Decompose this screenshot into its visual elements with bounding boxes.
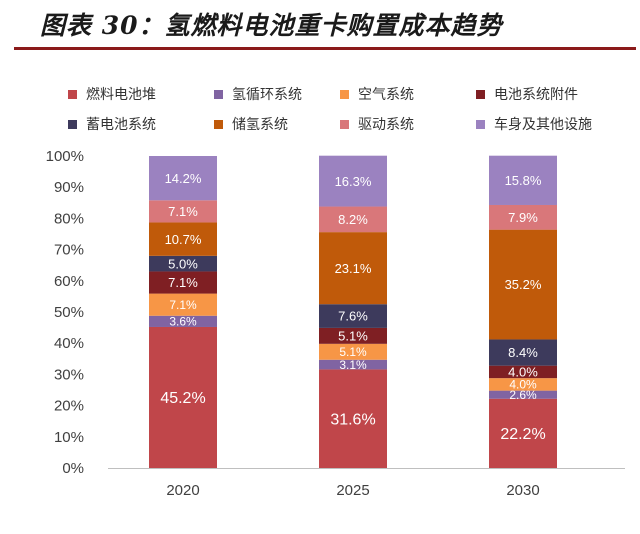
y-axis: 0% 10% 20% 30% 40% 50% 60% 70% 80% 90% 100%: [46, 148, 84, 477]
data-label: 16.3%: [335, 174, 372, 189]
data-label: 15.8%: [505, 173, 542, 188]
data-label: 3.1%: [339, 358, 367, 372]
data-label: 10.7%: [165, 232, 202, 247]
bar-segment: [489, 204, 557, 230]
bar-2030: 22.2%2.6%4.0%4.0%8.4%35.2%7.9%15.8%: [489, 155, 557, 468]
legend-swatch: [68, 90, 77, 99]
data-label: 4.0%: [509, 378, 537, 392]
bar-segment: [319, 327, 387, 344]
bar-segment: [319, 359, 387, 370]
data-label: 45.2%: [160, 390, 205, 407]
legend-label: 储氢系统: [232, 117, 288, 133]
bar-segment: [319, 304, 387, 328]
y-tick-label: 0%: [62, 460, 84, 477]
data-label: 5.1%: [339, 345, 367, 359]
data-label: 5.0%: [168, 256, 198, 271]
bar-segment: [319, 369, 387, 468]
legend-swatch: [476, 120, 485, 129]
bars: 45.2% 3.6% 7.1% 7.1% 5.0% 10.7% 7.1% 14.2% 31.6%…: [149, 155, 557, 468]
legend-swatch: [214, 90, 223, 99]
data-label: 2.6%: [509, 388, 537, 402]
data-label: 8.2%: [338, 212, 368, 227]
y-tick-label: 70%: [54, 242, 84, 259]
legend-swatch: [68, 120, 77, 129]
data-label: 7.1%: [168, 275, 198, 290]
bar-segment: [149, 326, 217, 468]
y-tick-label: 10%: [54, 429, 84, 446]
legend-swatch: [340, 90, 349, 99]
bar-segment: [149, 315, 217, 327]
bar-segment: [149, 255, 217, 272]
bar-segment: [319, 343, 387, 360]
bar-segment: [319, 232, 387, 305]
legend-label: 空气系统: [358, 87, 414, 103]
legend-label: 驱动系统: [358, 117, 414, 133]
data-label: 5.1%: [338, 329, 368, 344]
chart-title: 图表 30：氢燃料电池重卡购置成本趋势: [40, 11, 503, 40]
y-tick-label: 60%: [54, 273, 84, 290]
bar-segment: [319, 206, 387, 233]
bar-segment: [149, 293, 217, 316]
y-tick-label: 80%: [54, 210, 84, 227]
bar-segment: [489, 390, 557, 399]
y-tick-label: 40%: [54, 335, 84, 352]
legend-swatch: [214, 120, 223, 129]
data-label: 7.1%: [168, 204, 198, 219]
x-axis: 2020 2025 2030: [108, 468, 625, 499]
title-underline: [14, 47, 636, 50]
legend-label: 蓄电池系统: [86, 117, 156, 133]
bar-segment: [489, 229, 557, 340]
data-label: 7.1%: [169, 298, 197, 312]
data-label: 23.1%: [335, 261, 372, 276]
y-tick-label: 50%: [54, 304, 84, 321]
bar-segment: [149, 156, 217, 201]
bar-segment: [489, 155, 557, 205]
data-label: 22.2%: [500, 426, 545, 443]
x-tick-label: 2020: [166, 482, 199, 499]
data-label: 35.2%: [505, 277, 542, 292]
legend-label: 燃料电池堆: [86, 86, 156, 103]
bar-segment: [149, 200, 217, 223]
legend-label: 车身及其他设施: [494, 116, 592, 133]
bar-2025: 31.6%3.1%5.1%5.1%7.6%23.1%8.2%16.3%: [319, 155, 387, 468]
bar-segment: [319, 155, 387, 207]
bar-2020: 45.2% 3.6% 7.1% 7.1% 5.0% 10.7% 7.1% 14.2%: [149, 156, 217, 468]
data-label: 4.0%: [508, 365, 538, 380]
y-tick-label: 20%: [54, 398, 84, 415]
bar-segment: [489, 365, 557, 379]
legend-swatch: [476, 90, 485, 99]
y-tick-label: 100%: [46, 148, 84, 165]
legend-swatch: [340, 120, 349, 129]
data-label: 7.9%: [508, 210, 538, 225]
y-tick-label: 30%: [54, 366, 84, 383]
x-tick-label: 2030: [506, 482, 539, 499]
bar-segment: [149, 271, 217, 294]
data-label: 14.2%: [165, 171, 202, 186]
data-label: 3.6%: [169, 315, 197, 329]
legend-label: 氢循环系统: [232, 87, 302, 103]
data-label: 31.6%: [330, 411, 375, 428]
bar-segment: [149, 222, 217, 256]
y-tick-label: 90%: [54, 179, 84, 196]
legend-label: 电池系统附件: [494, 87, 578, 103]
bar-segment: [489, 378, 557, 391]
bar-segment: [489, 398, 557, 468]
data-label: 8.4%: [508, 345, 538, 360]
bar-segment: [489, 339, 557, 366]
x-tick-label: 2025: [336, 482, 369, 499]
data-label: 7.6%: [338, 309, 368, 324]
